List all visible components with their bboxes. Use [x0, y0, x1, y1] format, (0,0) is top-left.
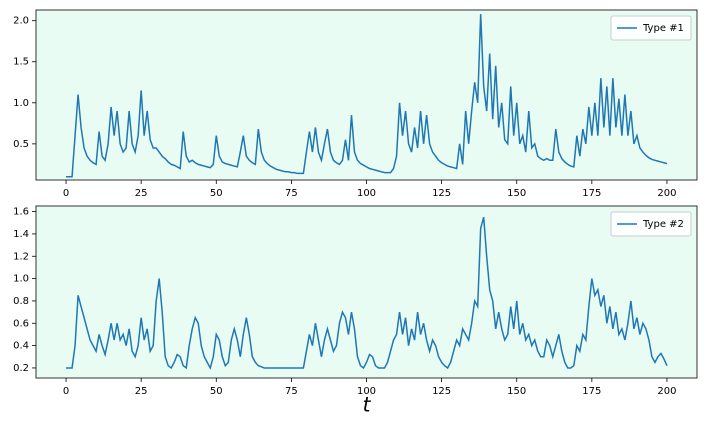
y-tick-label: 0.6	[13, 318, 29, 329]
y-tick-label: 2.0	[13, 16, 29, 27]
x-tick-label: 150	[507, 386, 526, 397]
x-tick-label: 50	[210, 386, 223, 397]
y-tick-label: 0.2	[13, 363, 29, 374]
x-tick-label: 125	[432, 386, 451, 397]
legend-box	[610, 15, 692, 41]
legend-label: Type #1	[642, 23, 684, 34]
series-line	[66, 14, 668, 178]
y-tick-label: 1.5	[13, 57, 29, 68]
y-tick-label: 0.4	[13, 341, 29, 352]
x-tick-label: 50	[210, 188, 223, 199]
x-tick-label: 150	[507, 188, 526, 199]
x-tick-label: 75	[285, 386, 298, 397]
axes-frame	[35, 9, 698, 181]
x-tick-label: 100	[357, 188, 376, 199]
x-axis-label: t	[363, 393, 372, 417]
x-tick-label: 175	[582, 386, 601, 397]
x-tick-label: 200	[657, 188, 676, 199]
x-tick-label: 0	[63, 386, 69, 397]
x-tick-label: 125	[432, 188, 451, 199]
axes-frame	[35, 205, 698, 379]
plot-area	[36, 206, 697, 378]
x-tick-label: 25	[135, 386, 148, 397]
y-tick-label: 1.6	[13, 207, 29, 218]
series-line	[66, 216, 668, 370]
y-tick-label: 1.2	[13, 251, 29, 262]
y-tick-label: 1.0	[13, 274, 29, 285]
x-tick-label: 200	[657, 386, 676, 397]
x-tick-label: 75	[285, 188, 298, 199]
x-tick-label: 25	[135, 188, 148, 199]
x-tick-label: 175	[582, 188, 601, 199]
plot-area	[36, 10, 697, 180]
legend-box	[610, 211, 692, 237]
y-tick-label: 1.0	[13, 98, 29, 109]
y-tick-label: 0.8	[13, 296, 29, 307]
x-tick-label: 100	[357, 386, 376, 397]
legend-label: Type #2	[642, 219, 684, 230]
y-tick-label: 1.4	[13, 229, 29, 240]
y-tick-label: 0.5	[13, 139, 29, 150]
x-tick-label: 0	[63, 188, 69, 199]
